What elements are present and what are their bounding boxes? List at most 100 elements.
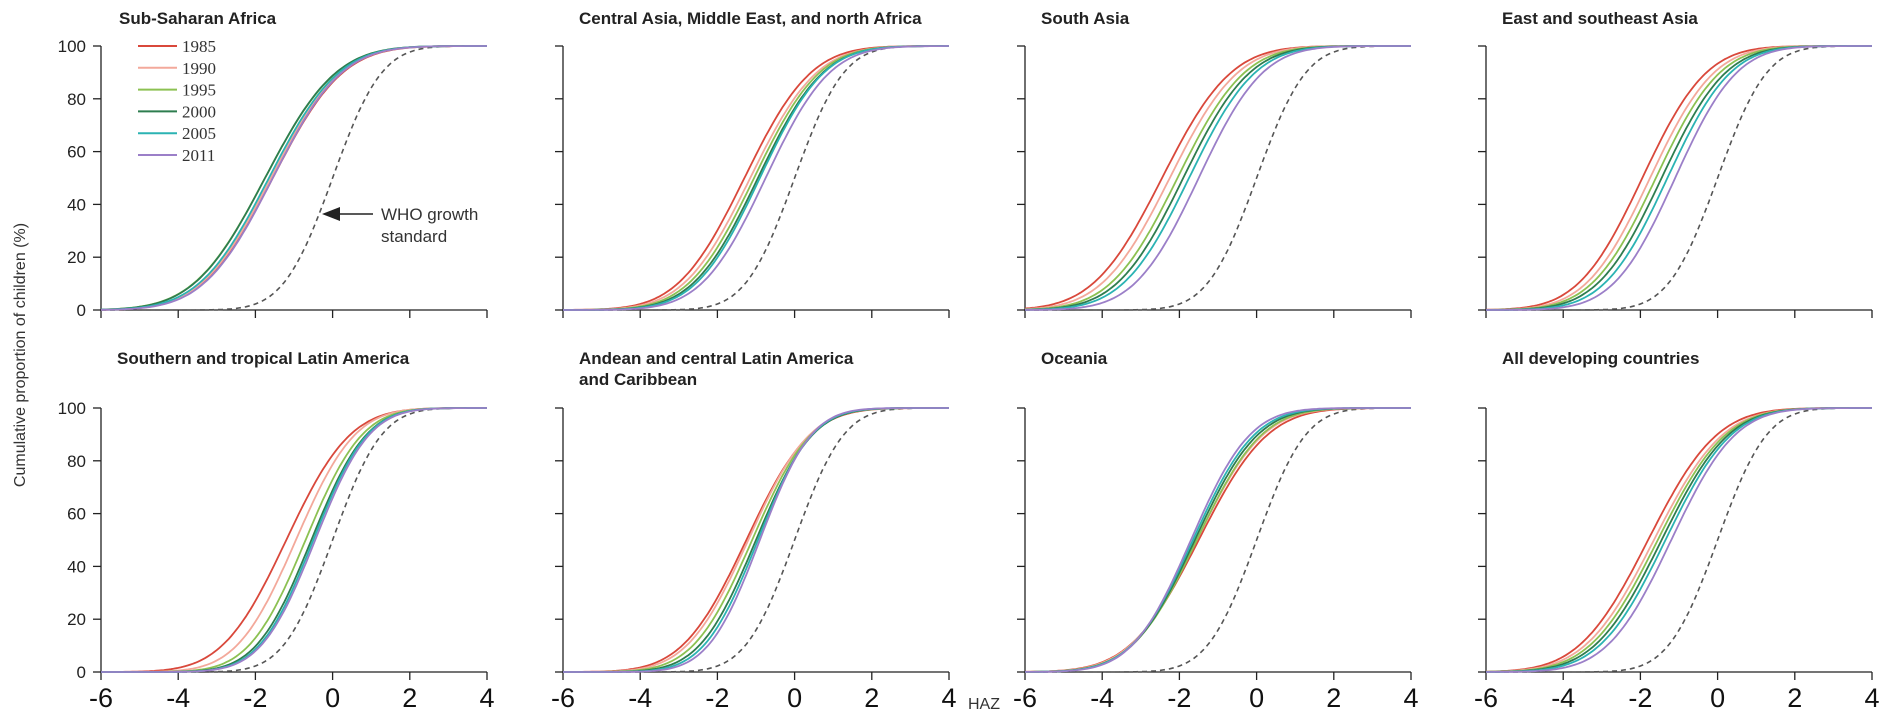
x-tick-label: 4 [941, 683, 956, 713]
x-tick-label: 4 [1403, 683, 1418, 713]
panel-title: Oceania [1041, 349, 1108, 368]
who-reference-line [101, 45, 487, 311]
panel-title: Southern and tropical Latin America [117, 349, 410, 368]
x-axis-label: HAZ [968, 696, 1000, 713]
panel-title: East and southeast Asia [1502, 9, 1698, 28]
series-line-2000 [1486, 45, 1872, 311]
x-tick-label: 4 [479, 683, 494, 713]
x-tick-label: -2 [1628, 683, 1652, 713]
x-tick-label: -4 [1090, 683, 1114, 713]
x-tick-label: -4 [166, 683, 190, 713]
series-line-2011 [563, 45, 949, 311]
who-reference-line [101, 407, 487, 673]
series-line-2011 [101, 407, 487, 673]
y-tick-label: 80 [67, 90, 86, 109]
y-tick-label: 80 [67, 452, 86, 471]
y-tick-label: 20 [67, 610, 86, 629]
series-line-2011 [1486, 45, 1872, 311]
series-line-2000 [100, 45, 487, 311]
x-tick-label: 4 [1864, 683, 1879, 713]
series-line-1995 [563, 45, 949, 311]
x-tick-label: -2 [705, 683, 729, 713]
x-tick-label: 0 [1249, 683, 1264, 713]
y-tick-label: 100 [58, 37, 86, 56]
x-tick-label: -6 [1013, 683, 1037, 713]
series-line-1985 [100, 45, 487, 311]
series-line-2000 [1025, 407, 1411, 673]
series-line-1990 [1485, 45, 1872, 311]
series-line-2005 [1025, 407, 1411, 673]
panel-title: Sub-Saharan Africa [119, 9, 277, 28]
series-line-2005 [563, 45, 949, 311]
series-line-2000 [563, 45, 949, 311]
x-tick-label: 0 [787, 683, 802, 713]
x-tick-label: 2 [864, 683, 879, 713]
x-tick-label: -6 [89, 683, 113, 713]
series-line-1995 [1486, 407, 1872, 673]
panel-2: South Asia [1017, 9, 1412, 318]
x-tick-label: -4 [628, 683, 652, 713]
panel-3: East and southeast Asia [1478, 9, 1873, 318]
y-tick-label: 100 [58, 399, 86, 418]
series-line-1985 [1025, 407, 1411, 673]
x-tick-label: -2 [243, 683, 267, 713]
y-tick-label: 60 [67, 143, 86, 162]
panel-title: Andean and central Latin America [579, 349, 854, 368]
series-line-1985 [101, 407, 487, 673]
who-reference-line [1025, 45, 1411, 311]
x-tick-label: 2 [1326, 683, 1341, 713]
panel-title: All developing countries [1502, 349, 1699, 368]
annotation-text: standard [381, 227, 447, 246]
legend-label: 2000 [182, 102, 216, 121]
series-line-2011 [563, 407, 949, 673]
annotation-arrowhead [322, 207, 340, 221]
who-reference-line [1486, 45, 1872, 311]
annotation-text: WHO growth [381, 205, 478, 224]
y-tick-label: 40 [67, 557, 86, 576]
y-tick-label: 60 [67, 505, 86, 524]
legend-label: 1990 [182, 59, 216, 78]
series-line-2011 [1024, 407, 1411, 673]
x-tick-label: 2 [1787, 683, 1802, 713]
series-line-2011 [101, 45, 487, 311]
panel-4: Southern and tropical Latin America02040… [58, 349, 495, 713]
series-line-1985 [1485, 45, 1872, 311]
y-tick-label: 40 [67, 195, 86, 214]
series-line-1990 [1024, 407, 1411, 673]
x-tick-label: 0 [325, 683, 340, 713]
series-line-2005 [101, 407, 487, 673]
x-tick-label: 0 [1710, 683, 1725, 713]
series-line-1990 [1485, 407, 1872, 673]
x-tick-label: -2 [1167, 683, 1191, 713]
x-tick-label: -4 [1551, 683, 1575, 713]
series-line-1990 [101, 407, 487, 673]
legend-label: 1985 [182, 37, 216, 56]
series-line-2000 [563, 407, 949, 673]
panel-1: Central Asia, Middle East, and north Afr… [555, 9, 950, 318]
series-line-2005 [1486, 45, 1872, 311]
panel-title: and Caribbean [579, 370, 697, 389]
series-line-2000 [101, 407, 487, 673]
series-line-1985 [563, 45, 949, 311]
legend-label: 2005 [182, 124, 216, 143]
panel-title: Central Asia, Middle East, and north Afr… [579, 9, 922, 28]
x-tick-label: -6 [551, 683, 575, 713]
y-tick-label: 0 [77, 301, 86, 320]
legend-label: 1995 [182, 81, 216, 100]
panel-0: Sub-Saharan Africa 0 20 40 60 80 100 1985 1990 19… [58, 9, 488, 320]
y-tick-label: 0 [77, 663, 86, 682]
panel-6: Oceania -6 -4 -2 0 2 4 [1013, 349, 1419, 713]
series-line-1995 [100, 45, 487, 311]
series-line-2005 [101, 45, 487, 311]
x-tick-label: -6 [1474, 683, 1498, 713]
y-axis-label: Cumulative proportion of children (%) [12, 223, 29, 487]
panel-7: All developing countries -6 -4 -2 0 2 4 [1474, 349, 1880, 713]
y-tick-label: 20 [67, 248, 86, 267]
series-line-2011 [1025, 45, 1411, 311]
series-line-1985 [1486, 407, 1872, 673]
series-line-1995 [101, 407, 487, 673]
series-line-1990 [101, 45, 487, 311]
who-reference-line [1486, 407, 1872, 673]
series-line-2000 [1486, 407, 1872, 673]
series-line-2011 [1486, 407, 1872, 673]
